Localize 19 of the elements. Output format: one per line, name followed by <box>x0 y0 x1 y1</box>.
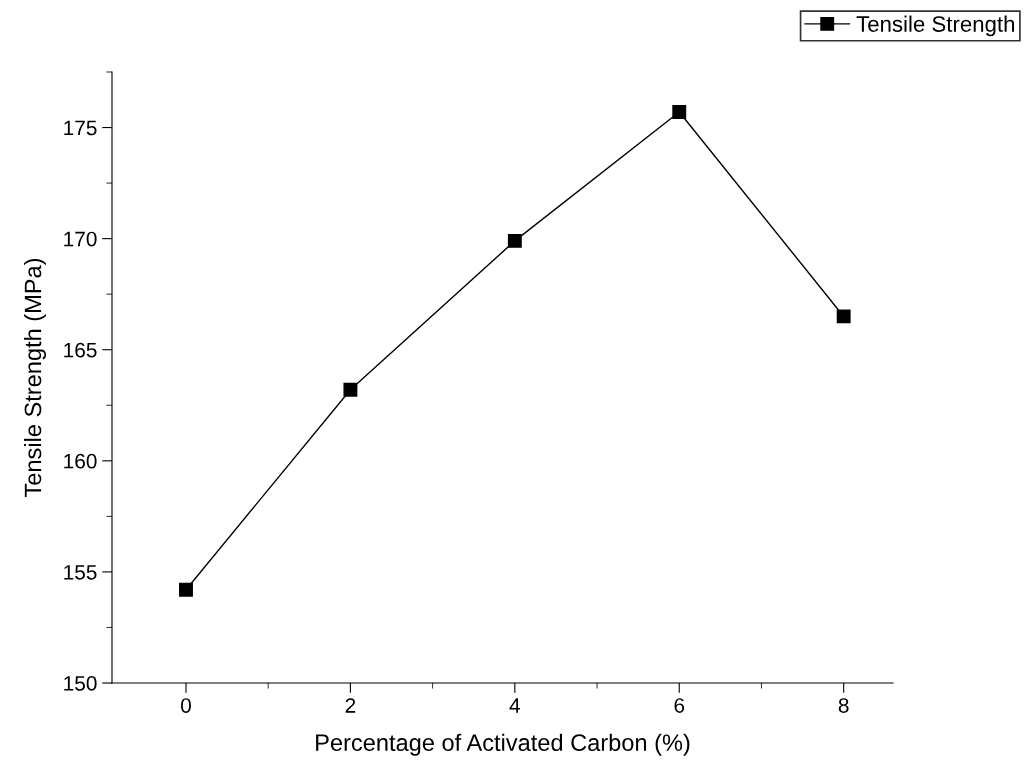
point <box>343 382 358 397</box>
y-tick-label: 155 <box>64 565 97 580</box>
y-tick-label: 175 <box>64 120 97 136</box>
y-tick-label: 170 <box>64 231 97 247</box>
legend-label: Tensile Strength <box>856 15 1015 37</box>
x-tick-label: 0 <box>181 698 191 713</box>
y-axis-title: Tensile Strength (MPa) <box>23 258 46 498</box>
y-tick-label: 160 <box>64 453 97 469</box>
y-tick-label: 165 <box>64 342 97 358</box>
x-tick-label: 4 <box>509 698 521 713</box>
y-tick-label: 150 <box>64 676 97 691</box>
point <box>179 582 193 597</box>
point <box>672 105 687 119</box>
x-tick-label: 8 <box>838 698 849 713</box>
x-tick-label: 6 <box>674 698 685 713</box>
x-tick-label: 2 <box>345 698 356 713</box>
x-axis-title: Percentage of Activated Carbon (%) <box>316 733 690 756</box>
point <box>836 309 851 324</box>
point <box>507 233 522 248</box>
